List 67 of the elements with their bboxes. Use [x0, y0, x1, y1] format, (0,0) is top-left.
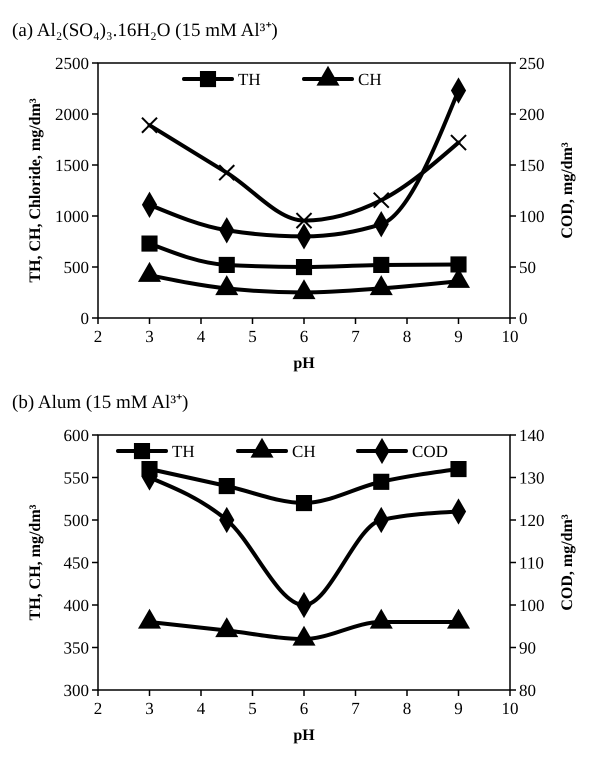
- y2-tick-label: 90: [519, 638, 536, 658]
- x-tick-label: 4: [196, 699, 206, 718]
- point: [373, 256, 390, 274]
- y2-axis-title: COD, mg/dm³: [559, 142, 576, 239]
- legend-label: COD: [412, 442, 448, 461]
- y-tick-label: 1500: [55, 156, 89, 175]
- y-tick-label: 300: [64, 680, 89, 700]
- y-tick-label: 350: [64, 638, 89, 658]
- y-tick-label: 600: [64, 426, 89, 445]
- x-axis-title: pH: [293, 355, 316, 372]
- point: [296, 258, 312, 276]
- y2-tick-label: 100: [519, 206, 544, 226]
- y2-tick-label: 250: [519, 54, 544, 73]
- x-tick-label: 4: [196, 327, 206, 346]
- x-tick-label: 7: [351, 327, 360, 346]
- x-tick-label: 3: [145, 699, 154, 718]
- y-tick-label: 500: [64, 258, 89, 277]
- x-tick-label: 10: [502, 327, 518, 346]
- x-tick-label: 6: [300, 327, 308, 346]
- point: [140, 116, 158, 134]
- chart-title: (b) Alum (15 mM Al³⁺): [12, 392, 188, 413]
- x-tick-label: 3: [145, 327, 154, 346]
- y2-tick-label: 80: [519, 680, 536, 700]
- y2-axis-title: COD, mg/dm³: [559, 514, 576, 611]
- legend-label: CH: [292, 442, 316, 461]
- x-tick-label: 2: [94, 699, 102, 718]
- x-tick-label: 2: [94, 327, 102, 346]
- y2-tick-label: 140: [519, 426, 544, 445]
- y-axis-title: TH, CH, mg/dm³: [27, 504, 44, 620]
- legend-label: TH: [238, 70, 261, 89]
- x-tick-label: 9: [454, 699, 463, 718]
- x-axis-title: pH: [293, 727, 316, 744]
- y-tick-label: 1000: [55, 206, 89, 226]
- y-tick-label: 0: [80, 308, 89, 328]
- point: [295, 212, 313, 230]
- y2-tick-label: 110: [519, 553, 544, 572]
- point: [450, 134, 468, 152]
- y2-tick-label: 200: [519, 104, 544, 124]
- y-tick-label: 2500: [55, 54, 89, 73]
- y2-tick-label: 130: [519, 468, 544, 488]
- y-tick-label: 550: [64, 468, 89, 488]
- x-tick-label: 8: [402, 699, 412, 718]
- y-tick-label: 500: [64, 510, 89, 530]
- y-tick-label: 400: [64, 596, 89, 615]
- x-tick-label: 8: [402, 327, 412, 346]
- y2-tick-label: 0: [519, 308, 528, 328]
- x-tick-label: 5: [248, 699, 257, 718]
- point: [218, 164, 236, 182]
- y-axis-title: TH, CH, Chloride, mg/dm³: [27, 98, 44, 283]
- chart-title: (a) Al₂(SO₄)₃.16H₂O (15 mM Al³⁺): [12, 20, 278, 41]
- x-tick-label: 5: [248, 327, 257, 346]
- x-tick-label: 6: [300, 699, 308, 718]
- y2-tick-label: 100: [519, 596, 544, 615]
- x-tick-label: 7: [351, 699, 360, 718]
- y2-tick-label: 120: [519, 510, 544, 530]
- legend-label: CH: [358, 70, 382, 89]
- point: [218, 256, 235, 274]
- point: [450, 256, 467, 273]
- y2-tick-label: 50: [519, 258, 536, 277]
- y2-tick-label: 150: [519, 156, 544, 175]
- point: [141, 235, 158, 252]
- x-tick-label: 10: [502, 699, 518, 718]
- x-tick-label: 9: [454, 327, 463, 346]
- point: [372, 192, 390, 209]
- legend-label: TH: [172, 442, 195, 461]
- y-tick-label: 450: [64, 553, 89, 572]
- y-tick-label: 2000: [55, 104, 89, 124]
